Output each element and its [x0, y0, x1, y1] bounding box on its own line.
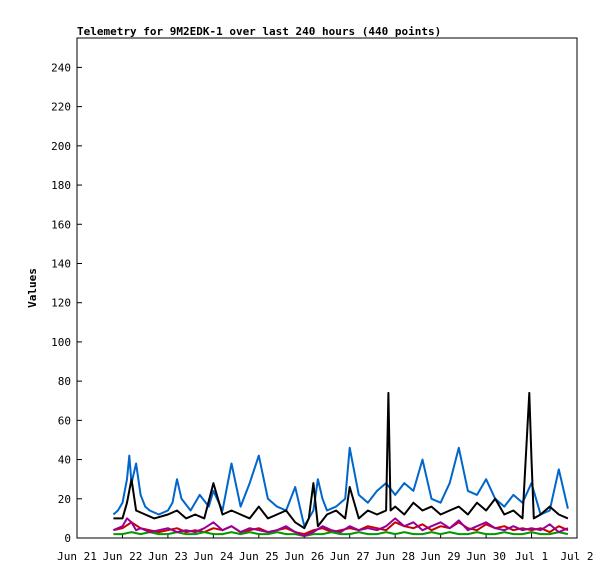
- series-line-2: [113, 391, 569, 530]
- series-lines: [112, 391, 569, 537]
- x-tick-label: Jun 24: [193, 550, 233, 563]
- x-tick-label: Jul 2: [560, 550, 593, 563]
- y-tick-label: 20: [58, 493, 71, 506]
- x-tick-label: Jun 26: [284, 550, 324, 563]
- series-line-4: [113, 531, 569, 537]
- series-line-1: [112, 446, 569, 528]
- x-tick-label: Jul 1: [515, 550, 548, 563]
- y-tick-label: 180: [51, 179, 71, 192]
- x-tick-label: Jun 28: [375, 550, 415, 563]
- y-axis-ticks: 0 20 40 60 80 100 120 140 160 180 200 220 240: [51, 61, 82, 545]
- chart-title: Telemetry for 9M2EDK-1 over last 240 hou…: [77, 25, 441, 38]
- y-tick-label: 160: [51, 218, 71, 231]
- y-tick-label: 40: [58, 454, 71, 467]
- y-tick-label: 240: [51, 61, 71, 74]
- y-tick-label: 80: [58, 375, 71, 388]
- plot-frame: [76, 37, 578, 539]
- x-tick-label: Jun 30: [466, 550, 506, 563]
- y-tick-label: 140: [51, 257, 71, 270]
- series-line-5: [112, 517, 569, 537]
- y-tick-label: 100: [51, 336, 71, 349]
- x-tick-label: Jun 22: [103, 550, 143, 563]
- y-tick-label: 120: [51, 297, 71, 310]
- y-tick-label: 220: [51, 101, 71, 114]
- y-tick-label: 200: [51, 140, 71, 153]
- y-tick-label: 60: [58, 414, 71, 427]
- x-tick-label: Jun 25: [239, 550, 279, 563]
- x-tick-label: Jun 27: [330, 550, 370, 563]
- y-tick-label: 0: [64, 532, 71, 545]
- x-tick-label: Jun 21: [57, 550, 97, 563]
- y-axis-label: Values: [26, 268, 39, 308]
- x-axis-ticks: Jun 21 Jun 22 Jun 23 Jun 24 Jun 25 Jun 26 Jun …: [57, 533, 594, 563]
- x-tick-label: Jun 23: [148, 550, 188, 563]
- x-tick-label: Jun 29: [421, 550, 461, 563]
